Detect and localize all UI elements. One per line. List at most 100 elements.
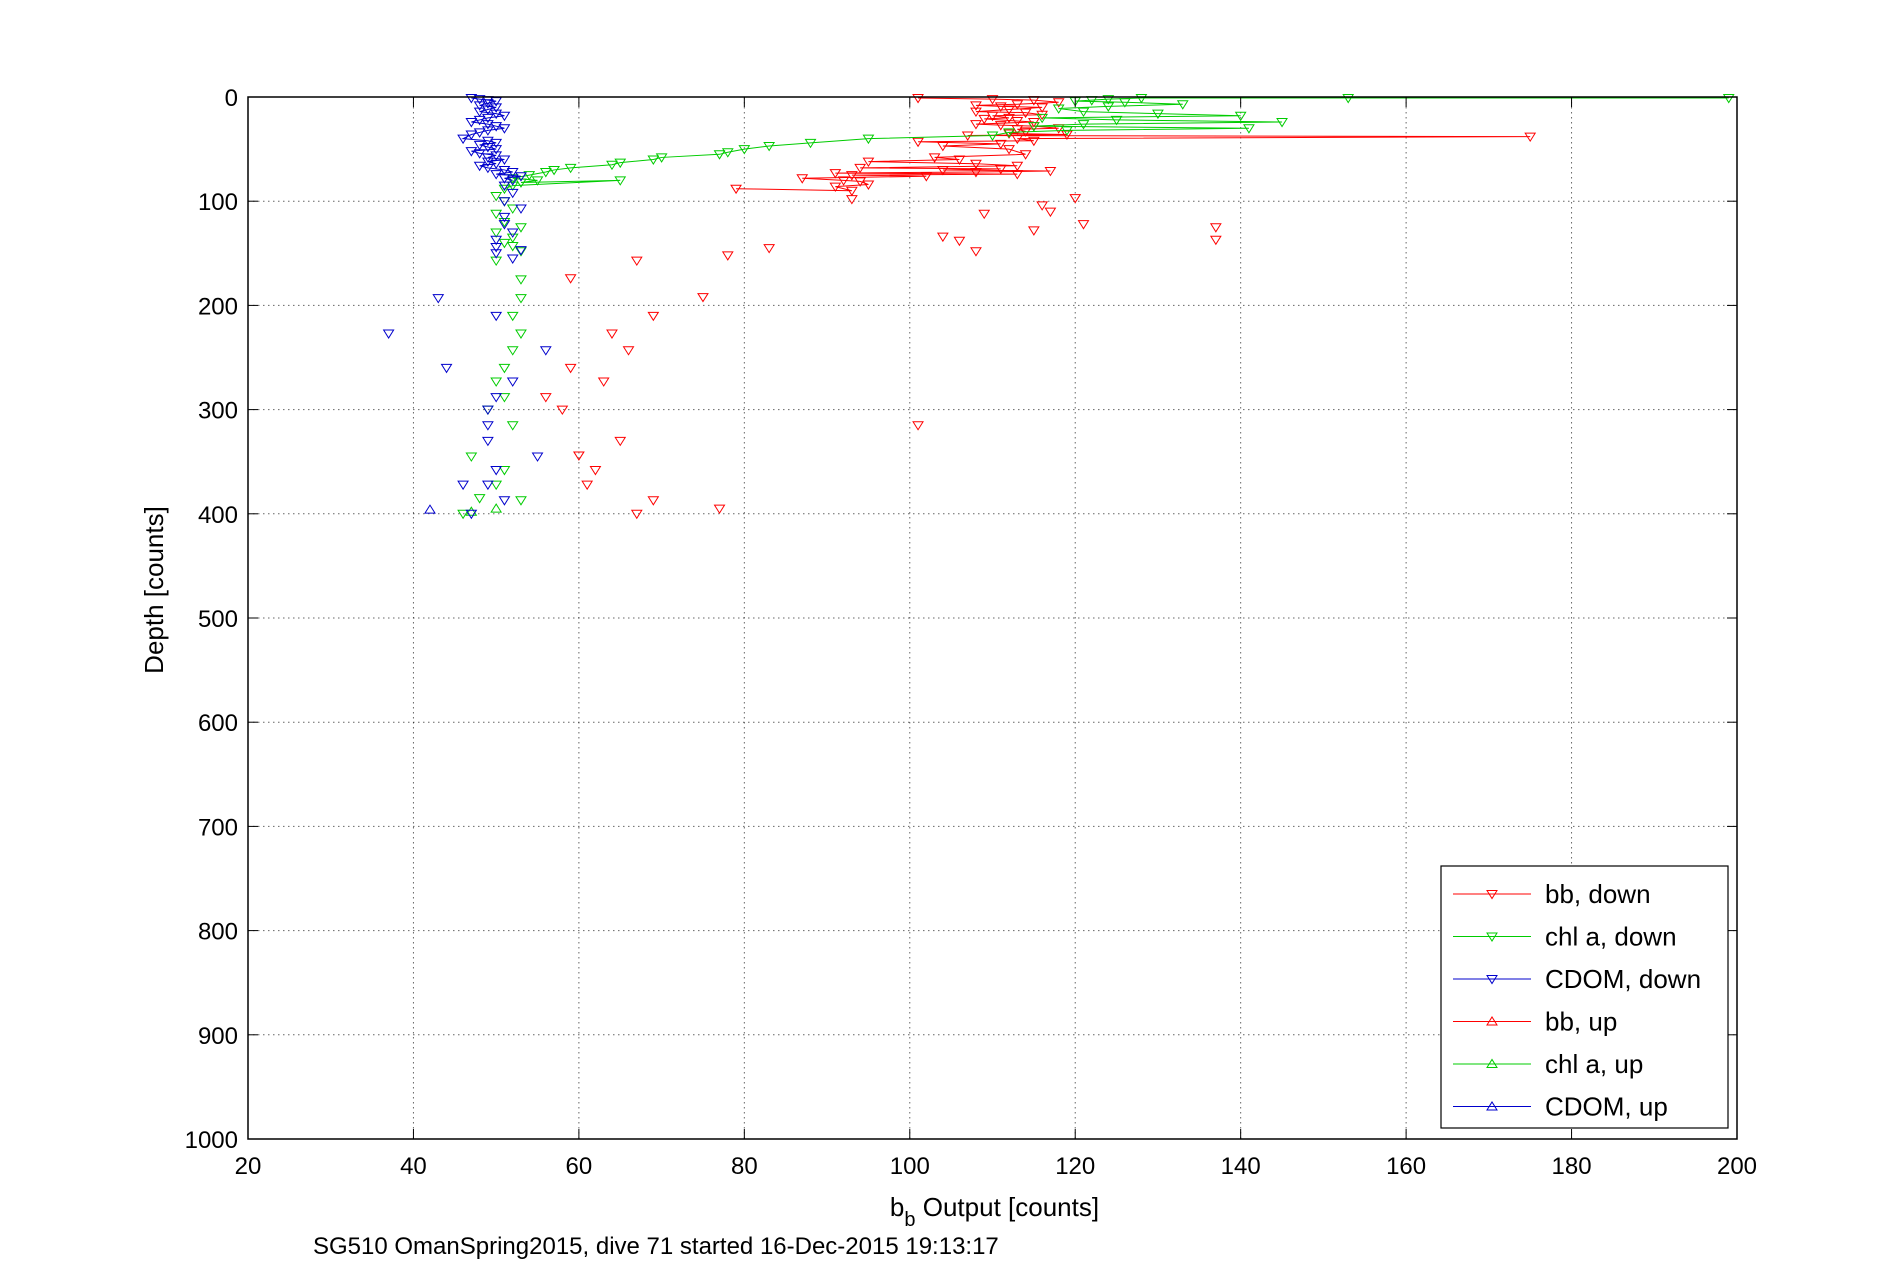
- data-point: [970, 159, 982, 170]
- series-layer: [382, 94, 1735, 520]
- data-point: [630, 256, 643, 267]
- data-point: [498, 363, 511, 374]
- data-point: [953, 236, 966, 247]
- data-point: [622, 346, 635, 356]
- x-tick-label: 100: [890, 1153, 930, 1180]
- data-point: [490, 249, 503, 259]
- data-point: [589, 466, 602, 476]
- data-point: [994, 164, 1007, 175]
- legend-entry: chl a, down: [1453, 922, 1677, 952]
- legend-entry: bb, up: [1453, 1007, 1617, 1037]
- data-point: [506, 204, 519, 214]
- data-point: [506, 254, 519, 264]
- data-point: [506, 377, 519, 387]
- data-point: [548, 165, 560, 176]
- data-point: [498, 124, 511, 134]
- data-point: [498, 212, 511, 223]
- data-point: [1003, 128, 1015, 138]
- data-point: [655, 153, 668, 163]
- data-point: [498, 197, 511, 207]
- data-point: [465, 147, 478, 157]
- data-point: [970, 247, 982, 257]
- data-point: [1152, 109, 1164, 120]
- data-point: [515, 329, 527, 339]
- data-point: [481, 405, 494, 416]
- data-point: [498, 155, 511, 165]
- y-tick-label: 300: [198, 398, 238, 425]
- data-point: [498, 466, 511, 476]
- data-point: [763, 141, 776, 152]
- data-point: [539, 393, 552, 403]
- data-point: [647, 496, 660, 506]
- data-point: [457, 509, 469, 520]
- series-5: [457, 191, 527, 520]
- x-tick-label: 160: [1386, 1153, 1426, 1180]
- data-point: [1135, 94, 1148, 104]
- data-point: [531, 452, 544, 462]
- y-tick-label: 500: [198, 606, 238, 633]
- data-point: [515, 223, 527, 233]
- series-7: [424, 504, 436, 514]
- data-point: [854, 163, 867, 174]
- data-point: [490, 503, 503, 513]
- data-point: [1027, 136, 1040, 147]
- data-point: [1011, 134, 1024, 145]
- data-point: [498, 181, 511, 192]
- data-point: [994, 102, 1007, 112]
- data-point: [490, 109, 503, 120]
- legend-box: [1440, 865, 1729, 1129]
- data-point: [490, 145, 503, 155]
- y-axis-label: Depth [counts]: [139, 506, 169, 674]
- y-tick-label: 1000: [185, 1127, 238, 1154]
- legend-marker: [1486, 1016, 1498, 1026]
- data-point: [490, 311, 503, 322]
- data-point: [978, 209, 991, 220]
- data-point: [1003, 105, 1015, 115]
- data-point: [928, 153, 941, 163]
- y-tick-label: 900: [198, 1023, 238, 1050]
- series-8: [382, 181, 552, 520]
- data-point: [721, 251, 734, 261]
- data-point: [481, 99, 494, 109]
- data-point: [473, 494, 486, 504]
- data-point: [506, 233, 519, 244]
- data-point: [1342, 94, 1355, 104]
- data-point: [515, 172, 527, 182]
- x-tick-label: 40: [400, 1153, 427, 1180]
- legend-marker: [1486, 1058, 1498, 1068]
- data-point: [498, 174, 511, 184]
- data-point: [1027, 226, 1040, 236]
- data-point: [854, 177, 867, 187]
- data-point: [515, 246, 527, 256]
- data-point: [763, 244, 776, 254]
- data-point: [994, 121, 1007, 131]
- x-tick-label: 120: [1055, 1153, 1095, 1180]
- data-point: [481, 105, 494, 115]
- legend-entry: CDOM, up: [1453, 1092, 1668, 1122]
- data-point: [506, 242, 519, 252]
- series-4: [465, 503, 503, 516]
- data-point: [490, 377, 503, 387]
- data-point: [862, 157, 875, 168]
- data-point: [432, 294, 445, 304]
- data-point: [713, 150, 726, 160]
- data-point: [481, 421, 494, 431]
- chart-caption: SG510 OmanSpring2015, dive 71 started 16…: [313, 1233, 999, 1260]
- y-tick-label: 800: [198, 919, 238, 946]
- data-point: [481, 113, 494, 124]
- data-point: [481, 157, 494, 168]
- series-0: [730, 94, 1537, 197]
- data-point: [473, 101, 486, 111]
- data-point: [730, 184, 742, 195]
- legend-entry: CDOM, down: [1453, 964, 1701, 994]
- data-point: [556, 405, 569, 416]
- data-point: [912, 94, 924, 104]
- data-point: [970, 101, 982, 111]
- data-point: [1011, 125, 1024, 135]
- legend-marker: [1486, 932, 1498, 942]
- data-point: [986, 111, 999, 122]
- data-point: [498, 165, 511, 176]
- data-point: [1044, 207, 1057, 218]
